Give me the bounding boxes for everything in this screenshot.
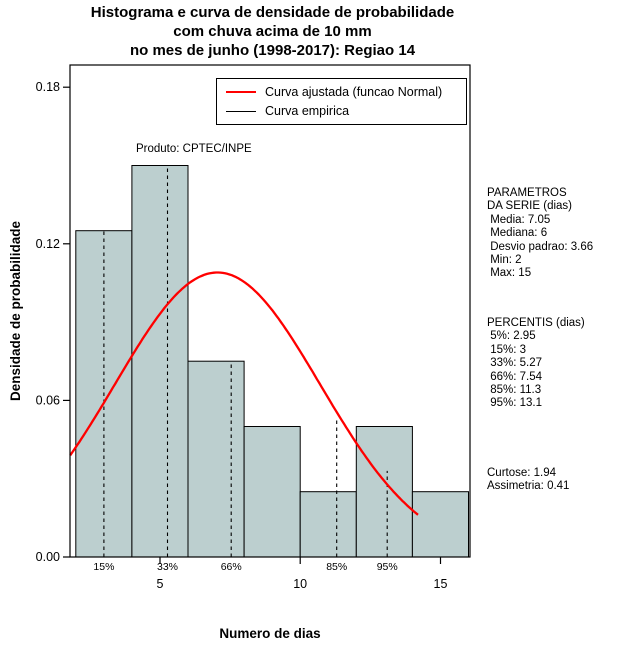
percentil-5: 5%: 2.95 (487, 330, 536, 343)
percentile-label: 95% (377, 561, 398, 573)
histogram-bar (131, 165, 189, 558)
param-media: Media: 7.05 (487, 213, 551, 226)
legend-label-empirical: Curva empirica (265, 104, 350, 119)
product-annotation: Produto: CPTEC/INPE (136, 143, 252, 155)
chart-title: Histograma e curva de densidade de proba… (0, 3, 545, 60)
legend-item-empirical: Curva empirica (226, 104, 466, 118)
legend-label-fitted: Curva ajustada (funcao Normal) (265, 84, 443, 99)
percentil-15: 15%: 3 (487, 343, 526, 356)
x-tick-label: 10 (293, 577, 307, 591)
y-tick-label: 0.12 (36, 237, 60, 251)
legend-item-fitted: Curva ajustada (funcao Normal) (226, 85, 466, 99)
plot-box (69, 64, 471, 558)
param-mediana: Mediana: 6 (487, 227, 548, 240)
x-axis-title: Numero de dias (219, 626, 321, 641)
x-tick-label: 5 (157, 577, 164, 591)
param-max: Max: 15 (487, 267, 532, 280)
empirical-curve-line-icon (226, 110, 256, 112)
assimetria-value: Assimetria: 0.41 (487, 480, 570, 493)
histogram-bar (355, 426, 413, 558)
percentis-title: PERCENTIS (dias) (487, 317, 585, 329)
percentile-label: 33% (157, 561, 178, 573)
percentile-label: 15% (93, 561, 114, 573)
percentile-label: 85% (326, 561, 347, 573)
params-subtitle: DA SERIE (dias) (487, 200, 572, 213)
chart-title-line2: com chuva acima de 10 mm (173, 23, 372, 40)
y-tick-label: 0.18 (36, 80, 60, 94)
y-tick-label: 0.06 (36, 393, 60, 407)
moments-panel: Curtose: 1.94 Assimetria: 0.41 (487, 467, 639, 494)
percentiles-panel: PERCENTIS (dias) 5%: 2.95 15%: 3 33%: 5.… (487, 317, 639, 411)
histogram-bar (187, 360, 245, 558)
percentil-66: 66%: 7.54 (487, 370, 542, 383)
histogram-bar (411, 491, 469, 558)
percentil-95: 95%: 13.1 (487, 397, 542, 410)
legend: Curva ajustada (funcao Normal) Curva emp… (216, 78, 467, 125)
histogram-bar (243, 426, 301, 558)
histogram-bar (299, 491, 357, 558)
param-min: Min: 2 (487, 254, 522, 267)
fitted-curve-line-icon (226, 90, 256, 93)
fitted-normal-curve (69, 271, 419, 516)
percentil-33: 33%: 5.27 (487, 357, 542, 370)
y-axis-title: Densidade de probabilidade (8, 220, 23, 402)
chart-title-line3: no mes de junho (1998-2017): Regiao 14 (129, 42, 416, 59)
percentile-label: 66% (221, 561, 242, 573)
percentil-85: 85%: 11.3 (487, 384, 542, 397)
chart-title-line1: Histograma e curva de densidade de proba… (90, 4, 455, 21)
series-parameters-panel: PARAMETROS DA SERIE (dias) Media: 7.05 M… (487, 187, 639, 281)
y-tick-label: 0.00 (36, 550, 60, 564)
x-tick-label: 15 (434, 577, 448, 591)
param-desvio: Desvio padrao: 3.66 (487, 240, 594, 253)
params-title: PARAMETROS (487, 187, 567, 199)
curtose-value: Curtose: 1.94 (487, 467, 557, 479)
